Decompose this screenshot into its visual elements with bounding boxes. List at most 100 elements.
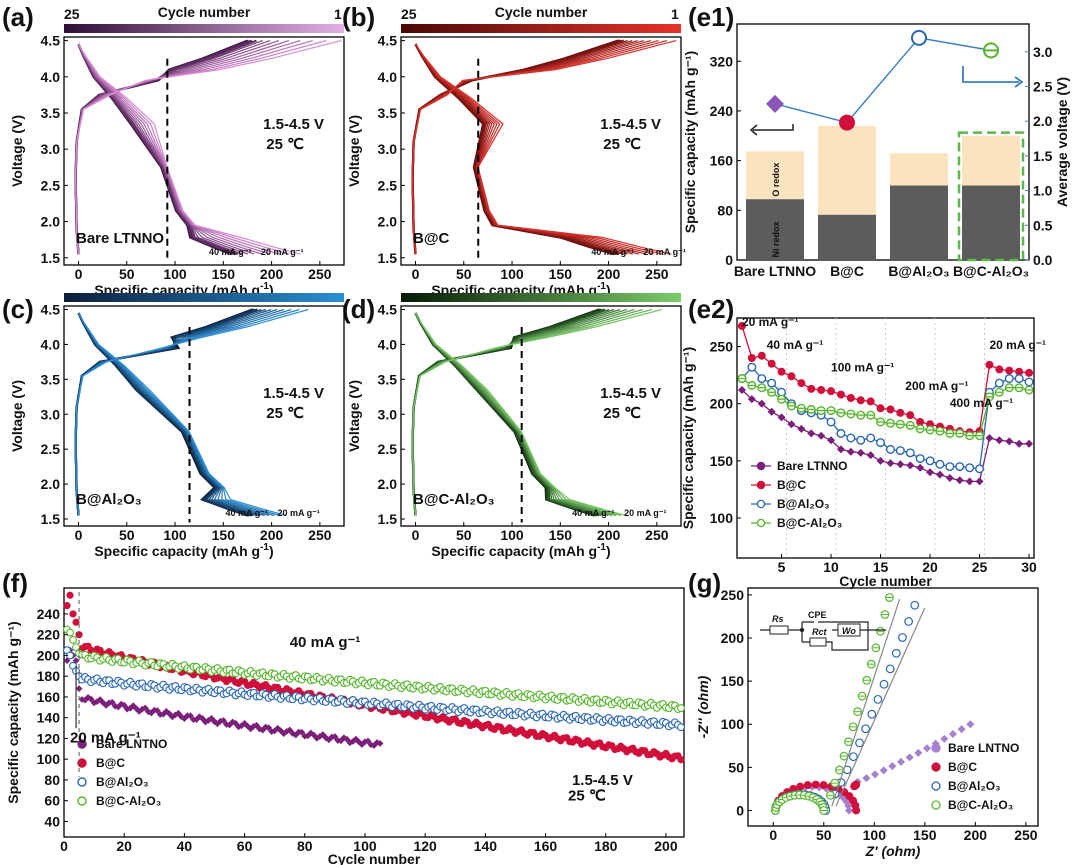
legend-entry: B@Al₂O₃ xyxy=(777,497,830,511)
g-ytick-label: 100 xyxy=(721,716,745,732)
fit-line xyxy=(835,607,926,807)
bar-label-ni: Ni redox xyxy=(771,222,781,258)
data-point xyxy=(852,806,861,815)
f-ytick-label: 120 xyxy=(37,730,61,746)
data-point xyxy=(777,413,786,422)
colorbar-title-a: Cycle number xyxy=(158,4,251,20)
data-point xyxy=(250,722,258,730)
f-xtick-label: 140 xyxy=(474,838,498,854)
data-point xyxy=(861,724,871,734)
data-point xyxy=(187,712,194,720)
f-xtick-label: 80 xyxy=(297,838,313,854)
data-point xyxy=(747,354,756,362)
y-axis-label-a: Voltage (V) xyxy=(9,115,25,187)
rate-label-40-c: 40 mA g⁻¹ xyxy=(225,508,267,518)
data-point xyxy=(807,429,816,438)
cycle-colorbar-c xyxy=(64,293,344,302)
bar-o-redox xyxy=(818,125,876,215)
vp-a-ytick-label: 2.5 xyxy=(41,177,61,193)
data-point xyxy=(66,591,74,599)
vp-d-xtick-label: 250 xyxy=(645,527,669,543)
charge-curve xyxy=(411,308,662,516)
data-point xyxy=(891,648,901,658)
discharge-curve xyxy=(414,312,627,517)
vp-a-ytick-label: 3.5 xyxy=(41,105,61,121)
e1-y2tick-label: 3.0 xyxy=(1033,44,1053,60)
data-point xyxy=(836,390,845,399)
vp-d-xtick-label: 150 xyxy=(549,527,573,543)
left-axis-arrow xyxy=(753,124,794,131)
vp-a-xtick-label: 0 xyxy=(75,266,83,282)
x-axis-label-text: Specific capacity xyxy=(431,543,549,559)
panel-label-e2: (e2) xyxy=(688,294,734,324)
data-point xyxy=(862,774,871,783)
vp-d-xtick-label: 200 xyxy=(597,527,621,543)
f-ytick-label: 180 xyxy=(37,668,61,684)
e1-ytick-label: 0 xyxy=(725,252,733,268)
vp-c-ytick-label: 3.5 xyxy=(41,371,61,387)
vp-c-ytick-label: 3.0 xyxy=(41,406,61,422)
legend-marker xyxy=(756,461,766,471)
rate-annotation: 200 mA g⁻¹ xyxy=(905,379,968,393)
y-axis-label-c: Voltage (V) xyxy=(9,380,25,452)
circuit-label-cpe: CPE xyxy=(808,610,827,620)
data-point xyxy=(935,470,944,479)
data-point xyxy=(737,322,746,330)
colorbar-end-a: 1 xyxy=(334,6,342,22)
x-axis-label-unit: (mAh g xyxy=(549,543,597,559)
vp-c-xtick-label: 250 xyxy=(308,527,332,543)
data-point xyxy=(906,411,915,420)
rate-annotation: 20 mA g⁻¹ xyxy=(989,338,1046,352)
data-point xyxy=(787,420,796,429)
circuit-label-rct: Rct xyxy=(812,627,828,637)
sample-name-d: B@C-Al₂O₃ xyxy=(413,491,495,508)
f-xtick-label: 200 xyxy=(654,838,678,854)
vp-b-xtick-label: 200 xyxy=(597,266,621,282)
charge-curve xyxy=(74,40,280,255)
data-point xyxy=(866,397,875,406)
discharge-curve xyxy=(77,312,287,517)
sample-name-a: Bare LTNNO xyxy=(76,230,164,247)
f-ytick-label: 200 xyxy=(37,647,61,663)
data-point xyxy=(78,696,86,703)
bar-ni-redox xyxy=(818,214,876,260)
panel-label-e1: (e1) xyxy=(688,2,734,32)
discharge-curve xyxy=(414,43,620,256)
data-point xyxy=(846,394,855,402)
data-point xyxy=(871,770,880,779)
voltage-window-b: 1.5-4.5 V xyxy=(600,116,661,133)
data-point xyxy=(925,456,935,466)
charge-curve xyxy=(411,308,635,516)
g-xtick-label: 150 xyxy=(913,827,937,843)
vp-b-xtick-label: 150 xyxy=(549,266,573,282)
vp-c-ytick-label: 1.5 xyxy=(41,511,61,527)
vp-b-xtick-label: 50 xyxy=(456,266,472,282)
data-point xyxy=(957,725,966,734)
data-point xyxy=(886,405,895,414)
vp-b-ytick-label: 2.5 xyxy=(378,177,398,193)
discharge-curve xyxy=(414,43,614,256)
charge-curve xyxy=(74,39,253,255)
legend-entry: B@C xyxy=(777,478,806,492)
data-point xyxy=(373,739,381,746)
circuit-resistor-rs xyxy=(769,625,789,635)
data-point xyxy=(885,664,895,674)
sample-name-c: B@Al₂O₃ xyxy=(76,491,142,508)
vp-a-ytick-label: 4.5 xyxy=(41,33,61,49)
voltage-marker xyxy=(766,94,784,113)
data-point xyxy=(905,753,914,762)
data-point xyxy=(866,451,875,460)
y2-axis-label-e1: Average voltage (V) xyxy=(1054,77,1070,207)
e2-xtick-label: 30 xyxy=(1021,559,1037,575)
rate-label-20-b: 20 mA g⁻¹ xyxy=(643,247,685,257)
legend-entry: B@C-Al₂O₃ xyxy=(948,798,1013,812)
data-point xyxy=(867,709,877,719)
data-point xyxy=(220,717,227,724)
e2-ytick-label: 100 xyxy=(710,510,734,526)
data-point xyxy=(677,756,685,764)
x-axis-label-e2: Cycle number xyxy=(839,573,932,589)
y-axis-label-f: Specific capacity (mAh g⁻¹) xyxy=(5,621,21,803)
e1-ytick-label: 240 xyxy=(710,103,734,119)
x-axis-label-exp: -1 xyxy=(597,281,606,292)
data-point xyxy=(280,730,288,738)
